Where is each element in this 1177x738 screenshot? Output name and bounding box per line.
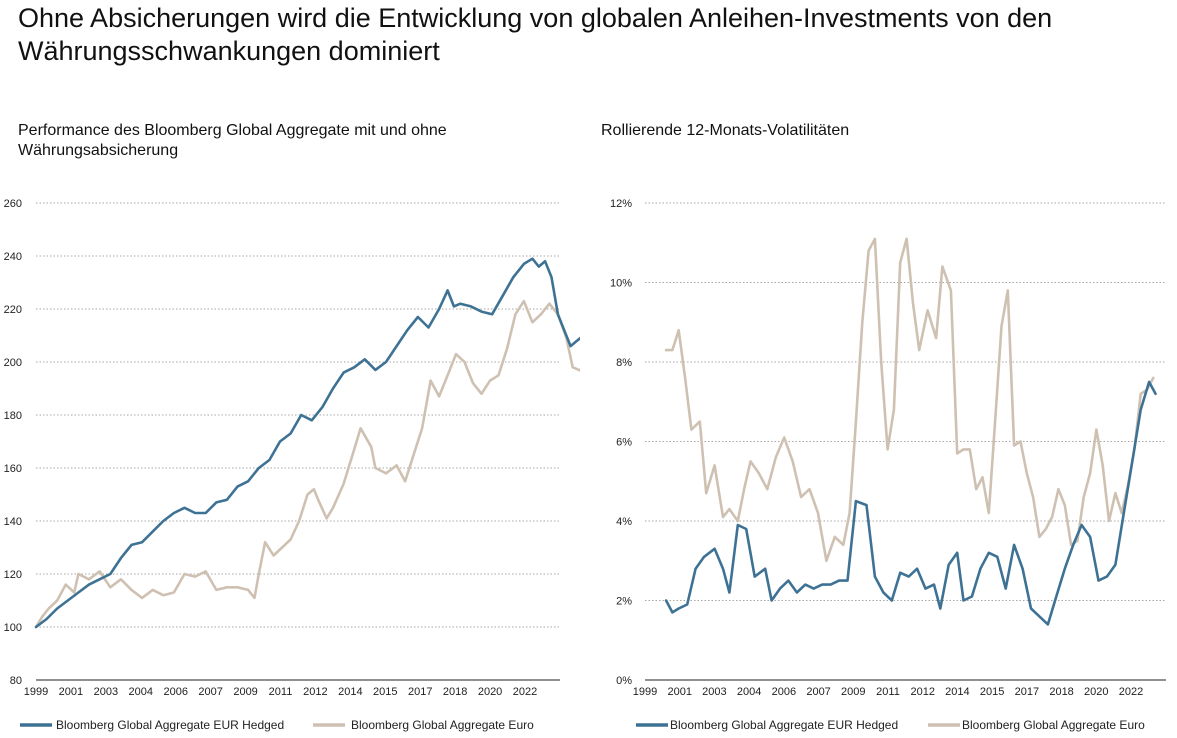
legend-label: Bloomberg Global Aggregate Euro — [351, 718, 534, 732]
series-line-hedged — [664, 380, 1157, 626]
chart-1-title: Performance des Bloomberg Global Aggrega… — [18, 122, 447, 159]
y-tick-label: 2% — [616, 596, 632, 608]
x-tick-label: 2009 — [233, 686, 257, 698]
legend-label: Bloomberg Global Aggregate EUR Hedged — [670, 718, 898, 732]
x-tick-label: 1999 — [24, 686, 48, 698]
x-tick-label: 2017 — [408, 686, 432, 698]
y-tick-label: 220 — [4, 304, 22, 316]
y-tick-label: 100 — [4, 622, 22, 634]
x-tick-label: 2015 — [373, 686, 397, 698]
y-tick-label: 240 — [4, 251, 22, 263]
series-line-hedged — [34, 257, 580, 629]
x-tick-label: 2001 — [59, 686, 83, 698]
legend-label: Bloomberg Global Aggregate Euro — [962, 718, 1145, 732]
series-line-euro — [34, 299, 580, 629]
legend-label: Bloomberg Global Aggregate EUR Hedged — [56, 718, 284, 732]
x-tick-label: 2003 — [702, 686, 726, 698]
x-tick-label: 2006 — [772, 686, 796, 698]
page-title: Ohne Absicherungen wird die Entwicklung … — [18, 3, 1053, 66]
y-tick-label: 8% — [616, 357, 632, 369]
x-tick-label: 2009 — [841, 686, 865, 698]
x-tick-label: 2007 — [806, 686, 830, 698]
y-tick-label: 180 — [4, 410, 22, 422]
y-tick-label: 6% — [616, 437, 632, 449]
volatility-chart: 0% 2% 4% 6% 8% 10% 12% 1999 2001 2003 2004 2006 2007… — [610, 198, 1166, 732]
x-tick-label: 2022 — [513, 686, 537, 698]
x-tick-label: 2018 — [1049, 686, 1073, 698]
y-tick-label: 120 — [4, 569, 22, 581]
chart-2-title: Rollierende 12-Monats-Volatilitäten — [601, 122, 850, 139]
x-tick-label: 2014 — [945, 686, 969, 698]
x-tick-label: 2011 — [269, 686, 293, 698]
y-tick-label: 0% — [616, 675, 632, 687]
x-tick-label: 2012 — [910, 686, 934, 698]
x-tick-label: 2001 — [667, 686, 691, 698]
x-tick-label: 2014 — [338, 686, 362, 698]
y-tick-label: 260 — [4, 198, 22, 210]
x-tick-label: 2012 — [303, 686, 327, 698]
x-tick-label: 2007 — [198, 686, 222, 698]
x-tick-label: 2004 — [129, 686, 153, 698]
y-tick-label: 12% — [610, 198, 632, 210]
x-tick-label: 2020 — [1084, 686, 1108, 698]
y-tick-label: 200 — [4, 357, 22, 369]
x-tick-label: 2011 — [876, 686, 900, 698]
y-tick-label: 10% — [610, 278, 632, 290]
x-tick-label: 2006 — [163, 686, 187, 698]
x-tick-label: 2004 — [737, 686, 761, 698]
x-tick-label: 2018 — [443, 686, 467, 698]
y-tick-label: 140 — [4, 516, 22, 528]
performance-chart: 80 100 120 140 160 180 200 220 240 260 1999 2001 200… — [4, 198, 580, 732]
x-tick-label: 1999 — [633, 686, 657, 698]
y-tick-label: 160 — [4, 463, 22, 475]
x-tick-label: 2017 — [1015, 686, 1039, 698]
y-tick-label: 80 — [10, 675, 22, 687]
series-line-euro — [664, 237, 1155, 563]
y-tick-label: 4% — [616, 516, 632, 528]
x-tick-label: 2020 — [478, 686, 502, 698]
x-tick-label: 2022 — [1119, 686, 1143, 698]
x-tick-label: 2003 — [94, 686, 118, 698]
x-tick-label: 2015 — [980, 686, 1004, 698]
